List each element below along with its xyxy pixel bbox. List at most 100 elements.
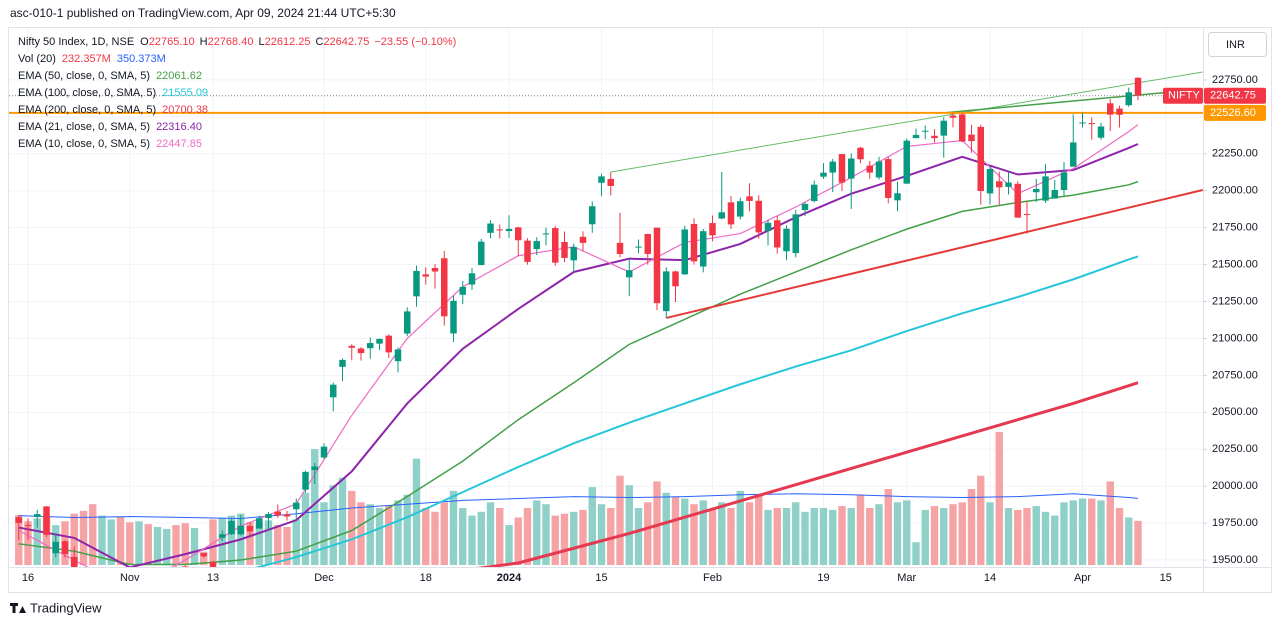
volume-bar <box>764 509 772 565</box>
y-tick-label: 21250.00 <box>1212 295 1258 307</box>
volume-bar <box>838 506 846 565</box>
candle-body <box>237 525 244 535</box>
volume-bar <box>792 502 800 565</box>
volume-bar <box>496 508 504 565</box>
volume-bar <box>782 508 791 565</box>
volume-bar <box>986 502 994 565</box>
candle-body <box>644 234 651 254</box>
volume-bar <box>1115 508 1124 565</box>
ema-line <box>18 143 1139 567</box>
y-tick-label: 21750.00 <box>1212 222 1258 234</box>
volume-bar <box>819 508 828 565</box>
legend-row: Vol (20) 232.357M 350.373M <box>18 53 166 65</box>
volume-bar <box>718 502 726 565</box>
legend-row: EMA (21, close, 0, SMA, 5) 22316.40 <box>18 121 202 133</box>
trend-line <box>610 71 1203 173</box>
candle-body <box>154 573 160 583</box>
candle-body <box>219 534 226 538</box>
candle-body <box>43 506 50 535</box>
volume-bar <box>1097 500 1105 565</box>
candle-body <box>339 359 346 367</box>
candle-body <box>376 338 383 344</box>
candle-body <box>52 541 59 554</box>
volume-bar <box>153 527 162 565</box>
price-tag <box>1204 87 1266 104</box>
volume-bar <box>366 504 374 565</box>
currency-button[interactable] <box>1208 32 1267 57</box>
volume-bar <box>1078 498 1087 565</box>
volume-bar <box>967 489 976 565</box>
candle-body <box>857 147 864 160</box>
legend-value: 22447.85 <box>156 138 202 150</box>
volume-bar <box>144 524 152 565</box>
level-tag-label: 22526.60 <box>1210 107 1256 119</box>
x-tick-label: 18 <box>420 572 432 584</box>
candle-body <box>209 561 217 567</box>
candle-body <box>848 158 855 179</box>
legend-volume: 232.357M <box>62 53 111 65</box>
y-tick-label: 20750.00 <box>1212 369 1258 381</box>
candle-body <box>108 613 114 626</box>
candle-body <box>598 176 605 183</box>
volume-bar <box>79 510 88 565</box>
candle-body <box>311 466 318 471</box>
volume-bar <box>246 522 254 565</box>
legend-name: EMA (100, close, 0, SMA, 5) <box>18 87 156 99</box>
candle-body <box>755 200 762 233</box>
chart-frame <box>8 27 1272 593</box>
volume-bar <box>422 508 430 565</box>
volume-bar <box>338 477 347 565</box>
candle-body <box>986 169 994 194</box>
candle-body <box>1023 213 1031 215</box>
volume-bar <box>745 502 754 565</box>
volume-bar <box>468 515 476 565</box>
candle-body <box>71 556 78 567</box>
candle-body <box>1125 92 1132 106</box>
level-tag <box>1204 104 1266 121</box>
candle-body <box>570 247 577 261</box>
volume-bar <box>736 490 744 565</box>
x-tick-label: 13 <box>207 572 219 584</box>
volume-bar <box>190 527 199 565</box>
volume-bar <box>1014 509 1022 565</box>
volume-bar <box>1023 508 1031 565</box>
candle-body <box>487 223 494 233</box>
candle-body <box>959 114 966 142</box>
volume-bar <box>708 509 717 565</box>
candle-body <box>15 517 22 523</box>
candle-body <box>996 181 1003 188</box>
trend-line <box>666 189 1203 319</box>
candle-body <box>478 241 485 266</box>
legend-value: 22061.62 <box>156 70 202 82</box>
volume-bar <box>301 492 310 565</box>
volume-bar <box>699 500 707 565</box>
y-tick-label: 22750.00 <box>1212 74 1258 86</box>
volume-bar <box>348 490 356 565</box>
candle-body <box>561 241 568 258</box>
footer-brand: TradingView <box>30 600 102 615</box>
candle-body <box>200 553 207 557</box>
volume-bar <box>523 508 532 565</box>
candle-body <box>607 178 614 187</box>
volume-bar <box>653 481 661 565</box>
axes: 22750.0022500.0022250.0022000.0021750.00… <box>22 74 1266 584</box>
candle-body <box>1070 142 1077 167</box>
candle-body <box>283 514 291 517</box>
y-tick-label: 20000.00 <box>1212 480 1258 492</box>
candle-body <box>866 165 873 173</box>
volume-bar <box>283 527 291 565</box>
candle-body <box>653 227 661 304</box>
volume-bar <box>1069 500 1077 565</box>
candle-body <box>533 241 540 250</box>
volume-bar <box>533 500 541 565</box>
candle-body <box>422 274 429 277</box>
legend-name: Vol (20) <box>18 53 56 65</box>
volume-bar <box>1051 515 1059 565</box>
volume-bar <box>560 513 569 565</box>
candle-body <box>1079 122 1086 124</box>
y-tick-label: 21000.00 <box>1212 332 1258 344</box>
legend-row: Nifty 50 Index, 1D, NSE O22765.10 H22768.4… <box>18 36 456 48</box>
volume-bar <box>912 542 920 565</box>
volume-bar <box>440 502 448 565</box>
